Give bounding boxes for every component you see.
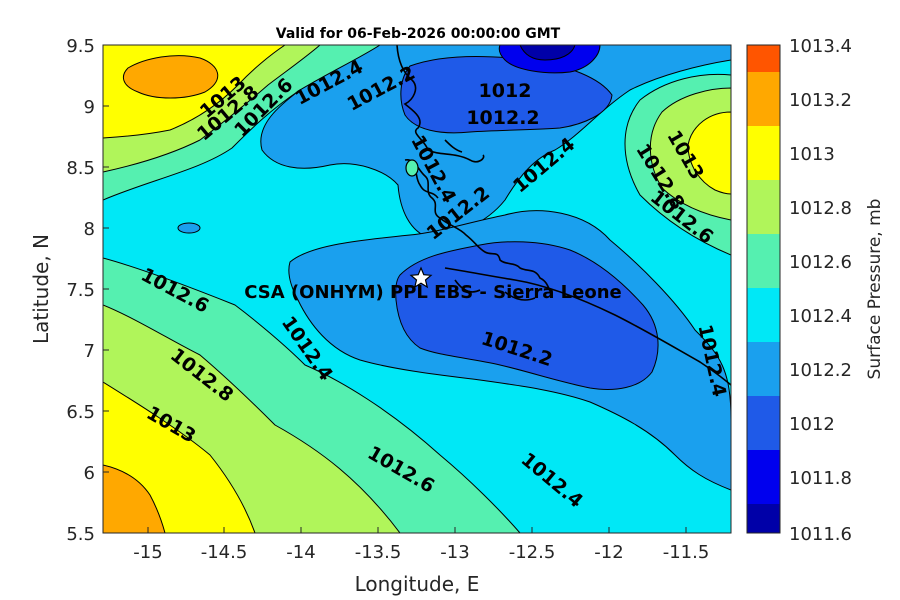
colorbar-tick: 1013.4 (789, 36, 852, 57)
contour-label: 1012 (479, 80, 532, 102)
colorbar-swatch-1013-2 (747, 72, 780, 126)
station-star-icon (409, 266, 433, 289)
x-tick-label: -15 (133, 542, 162, 563)
colorbar: 1013.4 1013.2 1013 1012.8 1012.6 1012.4 … (746, 36, 885, 545)
y-tick-label: 5.5 (66, 524, 95, 545)
y-tick-label: 6 (84, 463, 95, 484)
colorbar-swatch-1011-8 (747, 450, 780, 504)
colorbar-tick: 1012 (789, 414, 835, 435)
y-tick-label: 6.5 (66, 402, 95, 423)
x-tick-label: -13 (440, 542, 469, 563)
band-1012-2-west-patch (177, 222, 201, 234)
x-tick-label: -13.5 (355, 542, 402, 563)
colorbar-tick: 1013 (789, 144, 835, 165)
contour-label: 1012.2 (466, 107, 539, 129)
y-tick-label: 7.5 (66, 280, 95, 301)
band-1011-6-north (519, 45, 576, 61)
y-tick-label: 8 (84, 219, 95, 240)
colorbar-tick: 1012.4 (789, 306, 852, 327)
colorbar-swatch-1012-8 (747, 180, 780, 234)
pressure-field: 1013 1012.8 1012.6 1012.4 1012.2 1012 10… (103, 45, 731, 533)
y-axis-label: Latitude, N (29, 234, 53, 344)
colorbar-label: Surface Pressure, mb (865, 199, 885, 380)
colorbar-tick: 1012.2 (789, 360, 852, 381)
colorbar-swatch-1013 (747, 126, 780, 180)
y-tick-label: 9.5 (66, 36, 95, 57)
y-tick-label: 7 (84, 341, 95, 362)
colorbar-swatch-1012-2 (747, 342, 780, 396)
colorbar-tick: 1011.8 (789, 468, 852, 489)
station-label: CSA (ONHYM) PPL EBS - Sierra Leone (244, 282, 621, 303)
colorbar-swatch-1012-4 (747, 288, 780, 342)
band-1012-2-north (260, 45, 731, 239)
x-axis: -15 -14.5 -14 -13.5 -13 -12.5 -12 -11.5 … (133, 527, 709, 596)
band-1012-central (395, 241, 659, 390)
x-tick-label: -12 (594, 542, 623, 563)
x-axis-label: Longitude, E (355, 572, 480, 596)
x-tick-label: -14 (286, 542, 315, 563)
band-1013-2-northwest (122, 55, 218, 99)
band-1013-northeast (687, 111, 731, 195)
band-1013-2-southwest (103, 464, 166, 533)
colorbar-tick: 1011.6 (789, 524, 852, 545)
colorbar-tick: 1013.2 (789, 90, 852, 111)
colorbar-swatch-1012 (747, 396, 780, 450)
colorbar-tick: 1012.6 (789, 252, 852, 273)
colorbar-tick: 1012.8 (789, 198, 852, 219)
colorbar-swatch-1011-6 (747, 504, 780, 533)
plot-title: Valid for 06-Feb-2026 00:00:00 GMT (276, 26, 561, 42)
x-tick-label: -11.5 (663, 542, 710, 563)
colorbar-swatch-1012-6 (747, 234, 780, 288)
x-tick-label: -12.5 (509, 542, 556, 563)
island (405, 159, 419, 177)
y-tick-label: 9 (84, 97, 95, 118)
y-tick-label: 8.5 (66, 158, 95, 179)
y-axis: 9.5 9 8.5 8 7.5 7 6.5 6 5.5 Latitude, N (29, 36, 109, 545)
colorbar-swatch-1013-4 (747, 45, 780, 72)
x-tick-label: -14.5 (201, 542, 248, 563)
